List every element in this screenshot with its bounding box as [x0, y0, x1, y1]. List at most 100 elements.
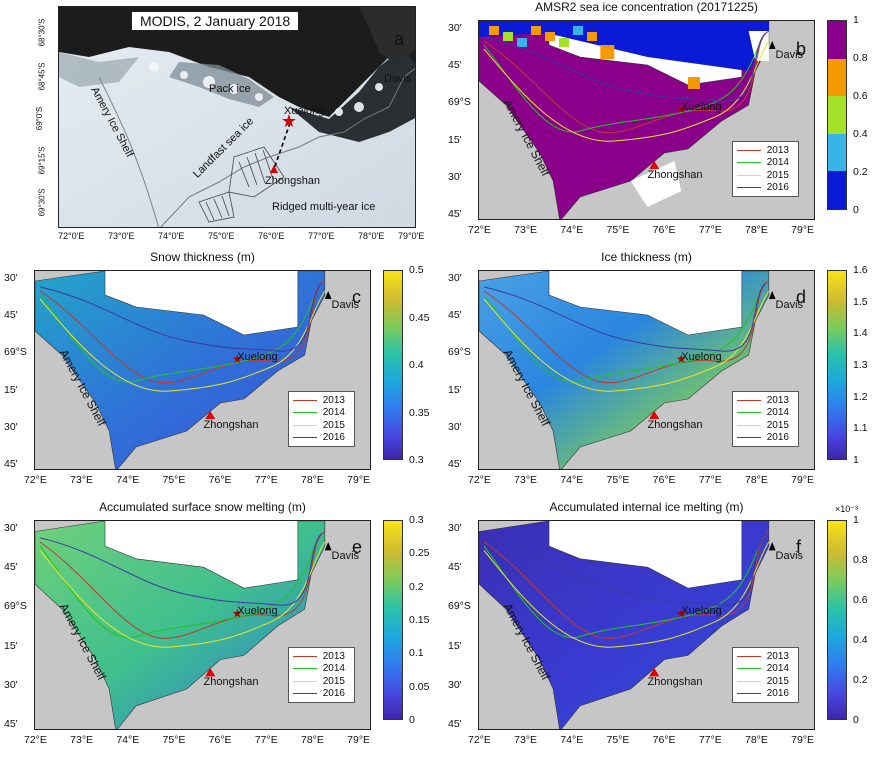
davis-marker-c: [324, 291, 332, 299]
lon-tick-d-7: 79°E: [791, 474, 815, 486]
colorbar-segment-1: [828, 58, 846, 97]
a-lon-tick-5: 77°0'E: [308, 231, 335, 241]
legend-f: 2013 2014 2015 2016: [731, 647, 800, 703]
legend-item-2014: 2014: [736, 663, 794, 676]
lon-tick-e-4: 76°E: [208, 734, 232, 746]
legend-swatch-2014: [736, 162, 761, 164]
legend-d: 2013 2014 2015 2016: [731, 391, 800, 447]
colorbar-tick-d-2: 1.4: [853, 327, 868, 340]
lat-tick-f-4: 30': [448, 678, 462, 691]
track-2013: [483, 30, 770, 134]
zhongshan-marker-d: [649, 411, 660, 419]
map-svg-c: ★: [35, 271, 332, 469]
lat-tick-e-3: 15': [4, 639, 18, 652]
panel-letter-b: b: [796, 39, 807, 59]
legend-label-2016: 2016: [322, 688, 345, 700]
colorbar-tick-e-3: 0.15: [409, 614, 430, 626]
xuelong-marker-c: ★: [232, 352, 243, 366]
legend-item-2013: 2013: [736, 650, 794, 663]
label-davis-f: Davis: [775, 550, 804, 563]
lon-tick-b-0: 72°E: [468, 224, 491, 236]
lat-tick-b-1: 45': [448, 59, 462, 72]
label-zhongshan-d: Zhongshan: [647, 419, 703, 431]
lat-tick-f-2: 69°S: [448, 600, 471, 613]
colorbar-tick-c-0: 0.5: [409, 264, 424, 276]
lon-tick-d-4: 76°E: [652, 474, 676, 486]
lat-tick-b-3: 15': [448, 133, 462, 146]
panel-title-c: Snow thickness (m): [150, 250, 255, 264]
panel-f: Accumulated internal ice melting (m) ★ Xue…: [440, 500, 883, 769]
lon-tick-b-5: 77°E: [698, 224, 722, 236]
legend-label-2013: 2013: [766, 144, 789, 156]
lat-tick-f-3: 15': [448, 639, 462, 652]
lon-tick-f-6: 78°E: [744, 734, 768, 746]
legend-item-2016: 2016: [292, 432, 350, 445]
colorbar-segment-0: [828, 21, 846, 59]
legend-swatch-2013: [736, 149, 761, 151]
legend-label-2016: 2016: [766, 688, 789, 700]
label-pack-ice: Pack ice: [209, 83, 251, 95]
track-2016: [39, 533, 322, 606]
colorbar-tick-d-1: 1.5: [853, 295, 868, 308]
a-lon-tick-7: 79°0'E: [398, 231, 425, 241]
legend-b: 2013 2014 2015 2016: [731, 141, 800, 197]
legend-swatch-2015: [736, 424, 761, 426]
lat-tick-e-4: 30': [4, 678, 18, 691]
lon-tick-e-7: 79°E: [347, 734, 371, 746]
colorbar-tick-d-3: 1.3: [853, 359, 868, 371]
davis-marker-e: [324, 542, 332, 551]
label-xuelong-d: Xuelong: [681, 351, 722, 363]
colorbar-tick-d-6: 1: [853, 454, 859, 466]
a-lon-ticks: 72°0'E 73°0'E 74°0'E 75°0'E 76°0'E 77°0'…: [58, 231, 424, 245]
legend-label-2016: 2016: [322, 432, 345, 444]
lon-tick-b-2: 74°E: [560, 224, 584, 236]
legend-label-2014: 2014: [766, 663, 789, 675]
lon-tick-d-5: 77°E: [698, 474, 722, 486]
legend-label-2015: 2015: [766, 675, 789, 687]
lon-tick-d-1: 73°E: [514, 474, 538, 486]
lat-tick-b-0: 30': [448, 22, 462, 34]
lon-tick-c-1: 73°E: [70, 474, 94, 486]
a-lon-tick-1: 73°0'E: [108, 231, 135, 241]
legend-swatch-2015: [292, 424, 317, 426]
track-2016: [39, 282, 322, 352]
colorbar-tick-f-3: 0.4: [853, 634, 868, 646]
colorbar-f: [827, 520, 847, 720]
lon-tick-b-1: 73°E: [514, 224, 538, 236]
lon-tick-c-0: 72°E: [24, 474, 47, 486]
lat-tick-d-2: 69°S: [448, 346, 471, 359]
lon-tick-b-7: 79°E: [791, 224, 815, 236]
zhongshan-marker-b: [649, 161, 660, 169]
colorbar-tick-d-0: 1.6: [853, 264, 868, 276]
panel-a: ★ MODIS, 2 January 2018 a Pack ice Davis…: [0, 0, 430, 250]
lon-tick-d-3: 75°E: [606, 474, 630, 486]
panel-letter-f: f: [796, 537, 802, 557]
lon-tick-c-2: 74°E: [116, 474, 140, 486]
map-e: ★ Xuelong Zhongshan Davis Amery Ice Shelf 201…: [34, 520, 371, 730]
lat-tick-f-0: 30': [448, 522, 462, 534]
colorbar-c: [383, 270, 403, 460]
track-2013: [483, 280, 770, 384]
legend-label-2013: 2013: [322, 394, 345, 406]
label-zhongshan-e: Zhongshan: [203, 676, 259, 689]
colorbar-tick-c-1: 0.45: [409, 311, 430, 324]
legend-swatch-2014: [736, 412, 761, 414]
legend-label-2015: 2015: [766, 169, 789, 181]
zhongshan-marker-f: [649, 668, 660, 677]
a-lon-tick-2: 74°0'E: [158, 231, 185, 241]
a-lat-tick-0: 68°30'S: [37, 18, 47, 47]
lon-tick-c-6: 78°E: [300, 474, 324, 486]
label-davis-e: Davis: [331, 550, 360, 563]
lon-tick-f-4: 76°E: [652, 734, 676, 746]
legend-swatch-2016: [736, 187, 761, 189]
lat-tick-b-4: 30': [448, 170, 462, 183]
colorbar-tick-b-3: 0.4: [853, 128, 868, 140]
lon-tick-e-1: 73°E: [70, 734, 94, 746]
legend-item-2016: 2016: [292, 688, 350, 701]
label-davis-c: Davis: [331, 299, 360, 311]
colorbar-tick-d-5: 1.1: [853, 422, 868, 435]
legend-item-2016: 2016: [736, 688, 794, 701]
zhongshan-marker-e: [205, 668, 216, 677]
colorbar-tick-b-4: 0.2: [853, 166, 868, 178]
label-xuelong-e: Xuelong: [237, 605, 278, 617]
